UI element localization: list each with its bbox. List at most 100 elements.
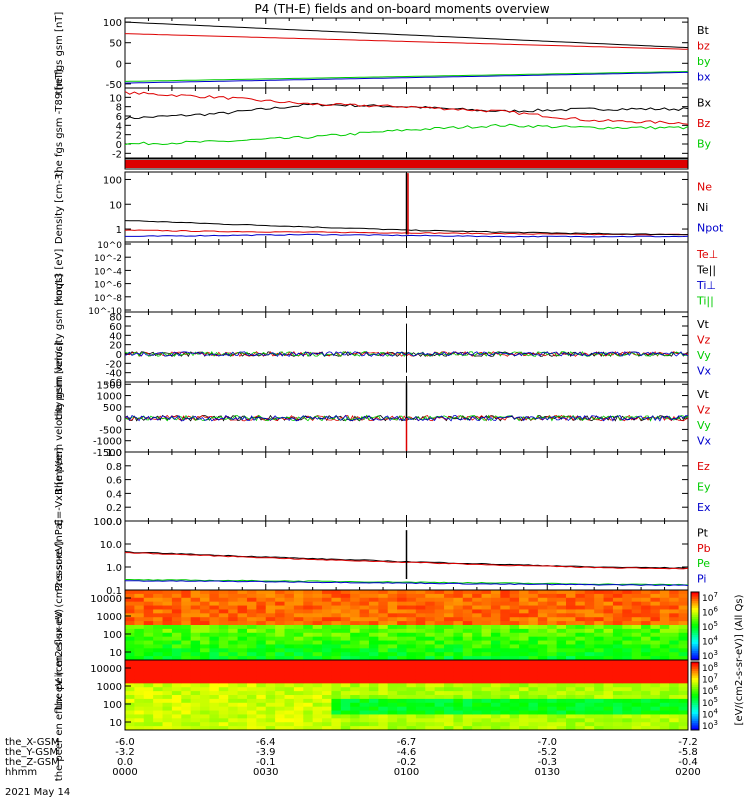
spectrogram-cell xyxy=(659,597,670,603)
spectrogram-cell xyxy=(143,683,154,688)
spectrogram-cell xyxy=(293,710,304,715)
spectrogram-cell xyxy=(153,663,164,669)
spectrogram-cell xyxy=(500,636,511,642)
spectrogram-cell xyxy=(284,663,295,669)
spectrogram-cell xyxy=(368,718,379,723)
spectrogram-cell xyxy=(631,613,642,618)
spectrogram-cell xyxy=(237,617,248,622)
spectrogram-cell xyxy=(472,710,483,715)
y-tick-label: 10^-8 xyxy=(94,294,122,304)
spectrogram-cell xyxy=(547,601,558,607)
spectrogram-cell xyxy=(425,597,436,603)
spectrogram-cell xyxy=(340,640,351,645)
spectrogram-cell xyxy=(659,632,670,638)
spectrogram-cell xyxy=(603,625,614,630)
spectrogram-cell xyxy=(265,687,276,692)
spectrogram-cell xyxy=(153,706,164,712)
spectrogram-cell xyxy=(556,710,567,715)
spectrogram-cell xyxy=(387,617,398,622)
spectrogram-cell xyxy=(490,636,501,642)
spectrogram-cell xyxy=(275,605,286,610)
spectrogram-cell xyxy=(256,663,267,669)
spectrogram-cell xyxy=(246,671,257,677)
spectrogram-cell xyxy=(594,706,605,712)
spectrogram-cell xyxy=(209,691,220,696)
spectrogram-cell xyxy=(444,625,454,630)
spectrogram-cell xyxy=(218,726,229,731)
spectrogram-cell xyxy=(612,590,623,595)
spectrogram-cell xyxy=(200,671,210,677)
legend-label-ne: Ne xyxy=(697,180,712,193)
spectrogram-cell xyxy=(566,667,576,673)
spectrogram-cell xyxy=(547,652,558,657)
spectrogram-cell xyxy=(312,656,323,661)
spectrogram-cell xyxy=(284,656,295,661)
spectrogram-cell xyxy=(566,609,576,614)
spectrogram-cell xyxy=(228,640,239,645)
spectrogram-cell xyxy=(256,613,267,618)
y-tick-label: 0.8 xyxy=(106,462,122,473)
spectrogram-cell xyxy=(415,628,426,634)
spectrogram-cell xyxy=(669,652,680,657)
spectrogram-cell xyxy=(481,613,492,618)
colorbar-frame xyxy=(690,591,700,661)
spectrogram-cell xyxy=(387,625,398,630)
spectrogram-cell xyxy=(171,609,182,614)
spectrogram-cell xyxy=(631,718,642,723)
spectrogram-cell xyxy=(378,617,389,622)
spectrogram-cell xyxy=(331,593,342,599)
spectrogram-cell xyxy=(171,628,182,634)
spectrogram-cell xyxy=(275,687,286,692)
spectrogram-cell xyxy=(275,702,286,708)
spectrogram-cell xyxy=(275,679,286,684)
spectrogram-cell xyxy=(678,605,689,610)
spectrogram-cell xyxy=(218,593,229,599)
spectrogram-cell xyxy=(566,605,576,610)
colorbar-cell xyxy=(691,668,699,672)
spectrogram-cell xyxy=(575,714,586,719)
spectrogram-cell xyxy=(143,605,154,610)
spectrogram-cell xyxy=(566,593,576,599)
spectrogram-cell xyxy=(275,718,286,723)
spectrogram-cell xyxy=(397,652,407,657)
spectrogram-cell xyxy=(462,590,473,595)
spectrogram-cell xyxy=(481,706,492,712)
spectrogram-cell xyxy=(284,605,295,610)
spectrogram-cell xyxy=(312,625,323,630)
spectrogram-cell xyxy=(500,698,511,704)
spectrogram-cell xyxy=(284,617,295,622)
spectrogram-cell xyxy=(293,683,304,688)
spectrogram-cell xyxy=(378,671,389,677)
spectrogram-cell xyxy=(171,691,182,696)
spectrogram-cell xyxy=(631,648,642,653)
spectrogram-cell xyxy=(406,679,417,684)
spectrogram-cell xyxy=(528,706,539,712)
spectrogram-cell xyxy=(584,671,595,677)
spectrogram-cell xyxy=(312,613,323,618)
spectrogram-cell xyxy=(612,695,623,700)
spectrogram-cell xyxy=(322,628,332,634)
colorbar-cell xyxy=(691,614,699,618)
spectrogram-cell xyxy=(547,698,558,704)
spectrogram-cell xyxy=(209,679,220,684)
spectrogram-cell xyxy=(519,621,529,626)
spectrogram-cell xyxy=(566,644,576,649)
spectrogram-cell xyxy=(218,644,229,649)
spectrogram-cell xyxy=(425,675,436,680)
spectrogram-cell xyxy=(181,656,192,661)
spectrogram-cell xyxy=(434,714,445,719)
spectrogram-cell xyxy=(500,722,511,727)
spectrogram-cell xyxy=(200,706,210,712)
spectrogram-cell xyxy=(481,605,492,610)
spectrogram-cell xyxy=(256,636,267,642)
spectrogram-cell xyxy=(490,679,501,684)
spectrogram-cell xyxy=(575,687,586,692)
spectrogram-cell xyxy=(397,617,407,622)
spectrogram-cell xyxy=(246,663,257,669)
spectrogram-cell xyxy=(237,687,248,692)
spectrogram-cell xyxy=(669,660,680,665)
spectrogram-cell xyxy=(200,687,210,692)
y-tick-label: -1500 xyxy=(93,448,122,459)
spectrogram-cell xyxy=(641,605,651,610)
spectrogram-cell xyxy=(528,652,539,657)
